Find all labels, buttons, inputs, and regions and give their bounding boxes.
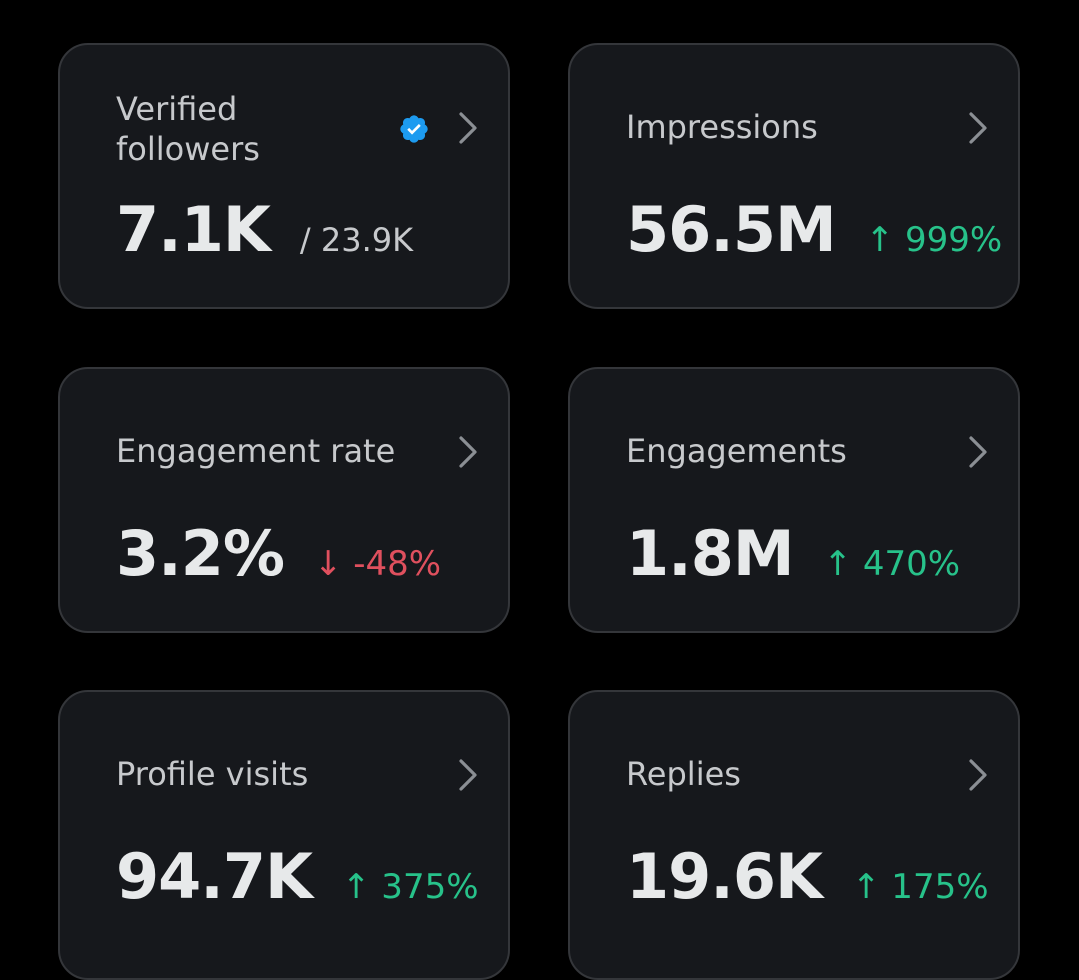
metric-delta: ↓ -48%: [313, 544, 442, 584]
metric-total: / 23.9K: [299, 221, 414, 259]
metric-delta: ↑ 375%: [342, 867, 479, 907]
card-label: Engagement rate: [116, 432, 396, 470]
metric-value: 3.2%: [116, 517, 285, 590]
value-row: 3.2% ↓ -48%: [116, 517, 441, 590]
metric-delta: ↑ 470%: [823, 544, 961, 584]
card-engagement-rate[interactable]: Engagement rate 3.2% ↓ -48%: [58, 367, 510, 633]
metric-delta: ↑ 999%: [865, 220, 1003, 260]
chevron-right-icon: [459, 759, 477, 791]
card-label: Engagements: [626, 432, 847, 470]
card-label: Verified followers: [116, 90, 260, 168]
card-verified-followers[interactable]: Verified followers 7.1K / 23.9K: [58, 43, 510, 309]
chevron-right-icon: [969, 436, 987, 468]
chevron-right-icon: [459, 112, 477, 144]
card-label: Impressions: [626, 108, 818, 146]
card-label: Replies: [626, 755, 741, 793]
metric-value: 7.1K: [116, 193, 271, 266]
chevron-right-icon: [969, 112, 987, 144]
value-row: 1.8M ↑ 470%: [626, 517, 960, 590]
metric-value: 1.8M: [626, 517, 795, 590]
verified-badge-icon: [400, 115, 428, 143]
metric-value: 94.7K: [116, 840, 313, 913]
metric-delta: ↑ 175%: [852, 867, 989, 907]
card-engagements[interactable]: Engagements 1.8M ↑ 470%: [568, 367, 1020, 633]
card-replies[interactable]: Replies 19.6K ↑ 175%: [568, 690, 1020, 980]
metric-value: 56.5M: [626, 193, 837, 266]
value-row: 7.1K / 23.9K: [116, 193, 413, 266]
card-impressions[interactable]: Impressions 56.5M ↑ 999%: [568, 43, 1020, 309]
chevron-right-icon: [969, 759, 987, 791]
metric-value: 19.6K: [626, 840, 823, 913]
card-profile-visits[interactable]: Profile visits 94.7K ↑ 375%: [58, 690, 510, 980]
value-row: 94.7K ↑ 375%: [116, 840, 479, 913]
card-label: Profile visits: [116, 755, 309, 793]
value-row: 56.5M ↑ 999%: [626, 193, 1002, 266]
chevron-right-icon: [459, 436, 477, 468]
value-row: 19.6K ↑ 175%: [626, 840, 989, 913]
